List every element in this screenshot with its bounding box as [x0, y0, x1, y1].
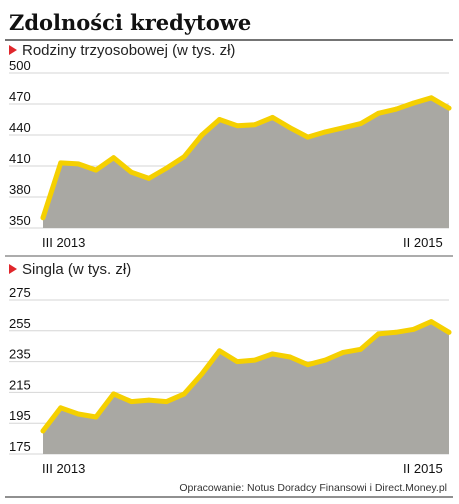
panel-singles-area [43, 321, 449, 454]
data-point [128, 169, 134, 175]
panel-singles: Singla (w tys. zł) 275 255 235 215 195 175 II… [9, 261, 452, 476]
data-point [252, 357, 258, 363]
source-note: Opracowanie: Notus Doradcy Finansowi i D… [179, 482, 447, 494]
panel-singles-subtitle: Singla (w tys. zł) [22, 261, 131, 278]
y-tick-label: 410 [9, 151, 31, 166]
data-point [323, 357, 328, 363]
data-point [146, 176, 152, 181]
subtitle-marker-icon [9, 45, 17, 55]
data-point [446, 329, 452, 335]
y-tick-label: 195 [9, 408, 31, 423]
y-tick-label: 235 [9, 347, 31, 362]
y-tick-label: 380 [9, 182, 31, 197]
data-point [128, 399, 134, 404]
data-point [199, 371, 205, 377]
data-point [446, 105, 452, 111]
data-point [270, 351, 275, 357]
panel-families-subtitle: Rodziny trzyosobowej (w tys. zł) [22, 42, 235, 59]
panel-singles-points [40, 319, 452, 434]
data-point [411, 100, 417, 106]
data-point [40, 215, 46, 221]
data-point [58, 160, 64, 166]
data-point [252, 122, 258, 128]
data-point [305, 362, 311, 368]
data-point [164, 165, 170, 171]
panel-singles-yticks: 275 255 235 215 195 175 [9, 285, 31, 454]
data-point [111, 391, 116, 397]
data-point [340, 125, 346, 131]
panel-singles-line [40, 319, 452, 434]
panel-singles-x-start: III 2013 [42, 461, 85, 476]
y-tick-label: 275 [9, 285, 31, 300]
y-tick-label: 215 [9, 377, 31, 392]
data-point [376, 331, 381, 337]
y-tick-label: 470 [9, 89, 31, 104]
panel-families-area [43, 97, 449, 228]
data-point [199, 132, 205, 138]
y-tick-label: 500 [9, 58, 31, 73]
data-point [146, 397, 152, 403]
data-point [428, 319, 434, 324]
data-point [93, 167, 99, 173]
panel-families-line [40, 95, 452, 221]
data-point [287, 354, 293, 360]
data-point [305, 134, 311, 140]
data-point [234, 123, 240, 129]
data-point [75, 411, 81, 417]
y-tick-label: 350 [9, 213, 31, 228]
subtitle-marker-icon [9, 264, 17, 274]
y-tick-label: 175 [9, 439, 31, 454]
data-point [358, 346, 364, 352]
data-point [111, 155, 116, 161]
data-point [40, 428, 46, 434]
data-point [428, 95, 434, 101]
data-point [323, 129, 328, 135]
y-tick-label: 440 [9, 120, 31, 135]
data-point [234, 359, 240, 364]
data-point [287, 125, 293, 131]
data-point [75, 161, 81, 167]
data-point [181, 391, 187, 397]
panel-families-yticks: 500 470 440 410 380 350 [9, 58, 31, 228]
data-point [93, 414, 99, 420]
panel-families: Rodziny trzyosobowej (w tys. zł) 500 470 4… [9, 42, 452, 250]
panel-families-points [40, 95, 452, 221]
data-point [217, 348, 222, 354]
data-point [376, 110, 381, 116]
data-point [58, 405, 64, 411]
data-point [164, 399, 170, 404]
data-point [393, 106, 399, 112]
data-point [340, 350, 346, 355]
panel-singles-x-end: II 2015 [403, 461, 443, 476]
panel-families-x-start: III 2013 [42, 235, 85, 250]
data-point [358, 121, 364, 126]
y-tick-label: 255 [9, 316, 31, 331]
data-point [411, 326, 417, 332]
chart-title: Zdolności kredytowe [9, 10, 251, 35]
data-point [393, 329, 399, 335]
data-point [270, 115, 275, 120]
data-point [181, 154, 187, 160]
data-point [217, 117, 222, 122]
panel-families-x-end: II 2015 [403, 235, 443, 250]
